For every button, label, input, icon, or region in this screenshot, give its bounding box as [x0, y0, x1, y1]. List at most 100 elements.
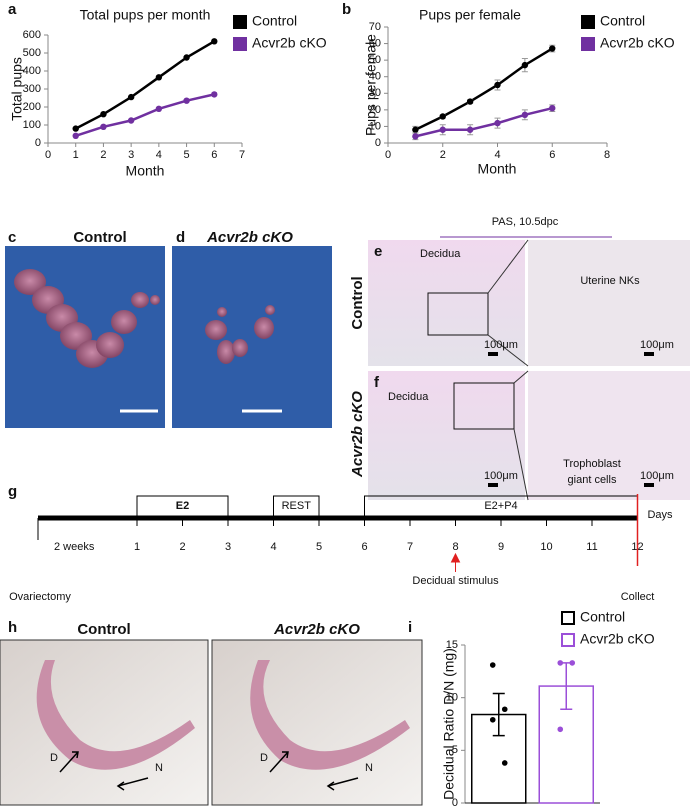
data-point: [412, 133, 419, 140]
day-label: 8: [452, 541, 458, 553]
series-line: [415, 106, 553, 138]
data-point: [501, 706, 508, 713]
detail-label: Uterine NKs: [580, 275, 640, 287]
y-axis-label: Decidual Ratio D/N (mg): [441, 648, 457, 800]
zoom-line: [487, 239, 529, 294]
photo-h-control: [0, 639, 209, 806]
x-tick-label: 7: [239, 149, 245, 161]
mark-label: N: [155, 762, 163, 774]
data-point: [549, 45, 556, 52]
x-tick-label: 4: [494, 149, 500, 161]
day-label: 11: [586, 541, 597, 553]
histology-e: [368, 240, 525, 366]
y-tick-label: 10: [446, 692, 458, 704]
data-point: [100, 111, 107, 118]
pre-label: 2 weeks: [54, 541, 95, 553]
uterus-h: [36, 660, 196, 770]
histology-f-zoom: [528, 371, 690, 500]
y-tick-label: 60: [369, 37, 381, 49]
genotype-label: Control: [349, 276, 366, 329]
arrow: [59, 751, 79, 773]
x-tick-label: 0: [385, 149, 391, 161]
photo-d: [172, 246, 332, 428]
zoom-line: [513, 428, 529, 501]
arrow: [269, 751, 289, 773]
scale-label: 100μm: [640, 339, 674, 351]
event-label: Ovariectomy: [9, 591, 71, 603]
data-point: [72, 132, 79, 139]
data-point: [501, 760, 508, 766]
legend-swatch: [233, 15, 247, 29]
uterus-h: [250, 660, 410, 770]
uterus-d: [205, 305, 275, 364]
y-tick-label: 10: [369, 120, 381, 132]
mark-label: D: [260, 752, 268, 764]
phase-label: E2: [176, 500, 189, 512]
legend-label: Control: [580, 609, 625, 625]
histology-f: [368, 371, 525, 500]
unit-label: Days: [647, 509, 673, 521]
arrow: [326, 777, 359, 791]
legend-label: Acvr2b cKO: [252, 35, 327, 51]
photo-title: Control: [73, 229, 126, 246]
stimulus-arrow: [450, 552, 461, 572]
y-tick-label: 300: [23, 83, 41, 95]
legend-swatch: [581, 15, 595, 29]
y-tick-label: 100: [23, 119, 41, 131]
photo-title: Acvr2b cKO: [206, 229, 293, 246]
data-point: [569, 660, 576, 666]
y-tick-label: 0: [375, 137, 381, 149]
uterus-c: [14, 269, 160, 368]
data-point: [466, 98, 474, 105]
y-tick-label: 20: [369, 104, 381, 116]
data-point: [521, 111, 529, 119]
data-point: [183, 54, 190, 61]
legend-swatch: [233, 37, 247, 51]
data-point: [557, 660, 564, 666]
detail-label: giant cells: [568, 474, 617, 486]
series-line: [75, 40, 215, 130]
scale-label: 100μm: [484, 470, 518, 482]
y-tick-label: 0: [452, 797, 458, 809]
data-point: [466, 126, 474, 133]
y-tick-label: 30: [369, 87, 381, 99]
y-axis-label: Total pups: [9, 57, 25, 121]
panel-label: h: [8, 619, 17, 636]
legend-label: Acvr2b cKO: [580, 631, 655, 647]
chart-title: Pups per female: [419, 7, 521, 23]
data-point: [183, 97, 190, 104]
day-label: 5: [316, 541, 322, 553]
legend-label: Control: [252, 13, 297, 29]
event-label: Decidual stimulus: [412, 575, 499, 587]
photo-title: Control: [77, 621, 130, 638]
mark-label: N: [365, 762, 373, 774]
chart-title: Total pups per month: [80, 7, 211, 23]
panel-label: e: [374, 243, 382, 260]
histology-e-zoom: [528, 240, 690, 366]
phase-label: REST: [282, 500, 312, 512]
zoom-line: [487, 334, 529, 367]
y-tick-label: 50: [369, 54, 381, 66]
genotype-label: Acvr2b cKO: [349, 391, 366, 478]
zoom-line: [513, 370, 529, 384]
data-point: [72, 125, 79, 132]
day-label: 6: [361, 541, 367, 553]
y-tick-label: 400: [23, 65, 41, 77]
y-tick-label: 70: [369, 21, 381, 33]
data-point: [494, 119, 501, 127]
legend-swatch: [561, 611, 575, 625]
inset-box: [427, 292, 489, 336]
x-tick-label: 6: [549, 149, 555, 161]
x-tick-label: 1: [73, 149, 79, 161]
x-tick-label: 5: [184, 149, 190, 161]
data-point: [211, 38, 218, 45]
data-point: [100, 123, 107, 130]
legend-swatch: [581, 37, 595, 51]
day-label: 9: [498, 541, 504, 553]
day-label: 3: [225, 541, 231, 553]
data-point: [439, 126, 446, 133]
photo-title: Acvr2b cKO: [273, 621, 360, 638]
x-tick-label: 4: [156, 149, 162, 161]
event-label: Collect: [621, 591, 655, 603]
scale-label: 100μm: [640, 470, 674, 482]
